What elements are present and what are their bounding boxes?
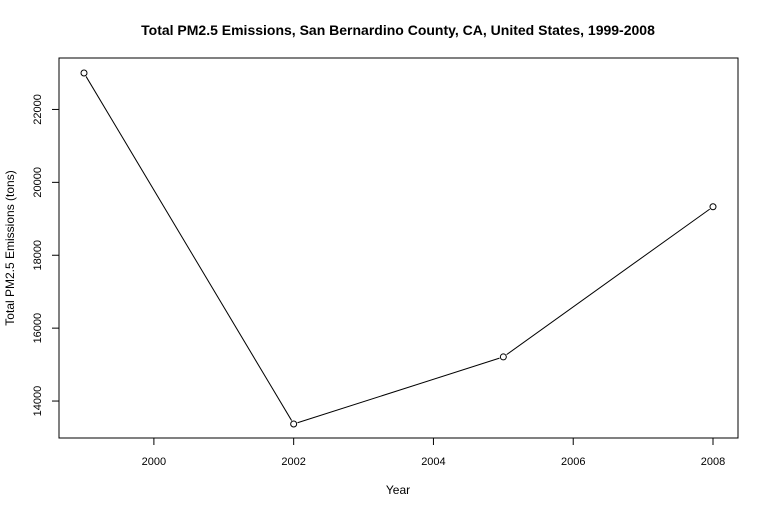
x-tick-label: 2004 — [421, 456, 445, 468]
data-point-2008 — [709, 203, 717, 211]
x-tick-label: 2008 — [701, 456, 725, 468]
series-line — [80, 69, 717, 428]
x-tick-label: 2006 — [561, 456, 585, 468]
x-tick-label: 2002 — [281, 456, 305, 468]
data-point-2005 — [499, 353, 507, 361]
chart-title: Total PM2.5 Emissions, San Bernardino Co… — [141, 22, 655, 38]
data-point-2002 — [290, 420, 298, 428]
line-segment — [297, 357, 500, 424]
line-segment — [506, 208, 711, 356]
data-point-1999 — [80, 69, 88, 77]
y-tick-label: 22000 — [32, 94, 44, 125]
x-axis-label: Year — [386, 483, 410, 497]
y-axis-label: Total PM2.5 Emissions (tons) — [3, 170, 17, 325]
y-tick-label: 20000 — [32, 167, 44, 198]
line-segment — [85, 76, 293, 421]
x-tick-label: 2000 — [142, 456, 166, 468]
y-axis: 14000 16000 18000 20000 22000 — [32, 94, 59, 416]
y-tick-label: 14000 — [32, 386, 44, 417]
y-tick-label: 16000 — [32, 313, 44, 344]
y-tick-label: 18000 — [32, 240, 44, 271]
plot-frame — [58, 57, 739, 439]
x-axis: 2000 2002 2004 2006 2008 — [142, 438, 725, 468]
